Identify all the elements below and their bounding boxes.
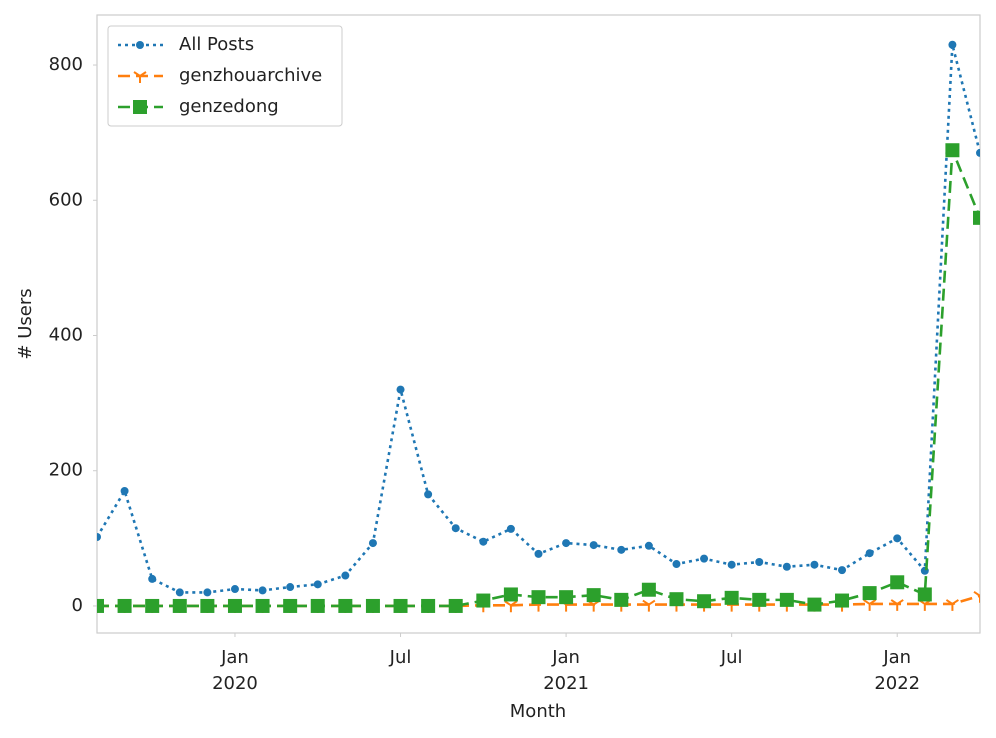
point [918,599,932,611]
point [810,560,819,569]
point [396,385,405,394]
point [258,586,267,595]
point [617,545,626,554]
point [589,541,598,550]
point [697,594,712,609]
point [862,586,877,601]
point [727,560,736,569]
point [148,574,157,583]
point [338,598,353,613]
point [506,524,515,533]
point [917,587,932,602]
legend-label: genzhouarchive [179,65,322,86]
point [807,597,822,612]
line [97,149,980,608]
point [175,588,184,597]
line [97,44,980,594]
point [948,40,957,49]
point [863,599,877,611]
point [120,487,129,496]
point [890,575,905,590]
y-tick-label: 800 [49,54,83,75]
point [973,590,980,603]
point [448,598,463,613]
point [97,532,101,541]
point [779,592,794,607]
point [562,539,571,548]
point [283,598,298,613]
point [227,598,242,613]
legend-box [107,25,343,127]
point [424,490,433,499]
point [504,600,518,613]
x-axis-label: Month [510,701,566,722]
point [838,566,847,575]
point [368,539,377,548]
series [97,143,980,613]
point [313,580,322,589]
point [534,549,543,558]
legend-label: genzedong [179,96,279,117]
point [476,593,491,608]
point [586,588,601,603]
point [782,562,791,571]
point [644,541,653,550]
point [479,537,488,546]
point [145,598,160,613]
y-tick-label: 600 [49,189,83,210]
x-tick-label: Jan 2021 [543,647,589,694]
point [945,143,960,158]
point [945,599,959,611]
point [200,598,215,613]
point [669,592,684,607]
point [700,554,709,563]
point [365,598,380,613]
point [724,590,739,605]
x-tick-label: Jul [720,647,743,668]
point [310,598,325,613]
point [614,592,629,607]
plot-frame [96,14,981,634]
point [503,587,518,602]
point [587,599,601,612]
y-tick-label: 400 [49,324,83,345]
point [255,598,270,613]
point [451,524,460,533]
point [172,598,187,613]
legend-marker [133,100,147,114]
point [976,148,980,157]
legend-marker [133,71,147,83]
point [286,583,295,592]
series [97,40,980,597]
point [672,560,681,569]
legend-label: All Posts [179,34,254,55]
point [755,558,764,567]
legend-marker [136,41,144,49]
point [865,549,874,558]
point [421,598,436,613]
point [559,590,574,605]
y-tick-label: 200 [49,460,83,481]
point [752,592,767,607]
x-tick-label: Jul [389,647,412,668]
point [641,582,656,597]
point [203,588,212,597]
y-tick-label: 0 [72,595,83,616]
point [393,598,408,613]
point [97,598,104,613]
point [531,590,546,605]
point [642,599,656,612]
x-tick-label: Jan 2020 [212,647,258,694]
point [230,585,239,594]
y-axis-label: # Users [15,288,36,359]
point [890,599,904,611]
x-tick-label: Jan 2022 [874,647,921,694]
point [341,571,350,580]
point [835,593,850,608]
point [973,210,980,225]
point [117,598,132,613]
point [893,534,902,543]
